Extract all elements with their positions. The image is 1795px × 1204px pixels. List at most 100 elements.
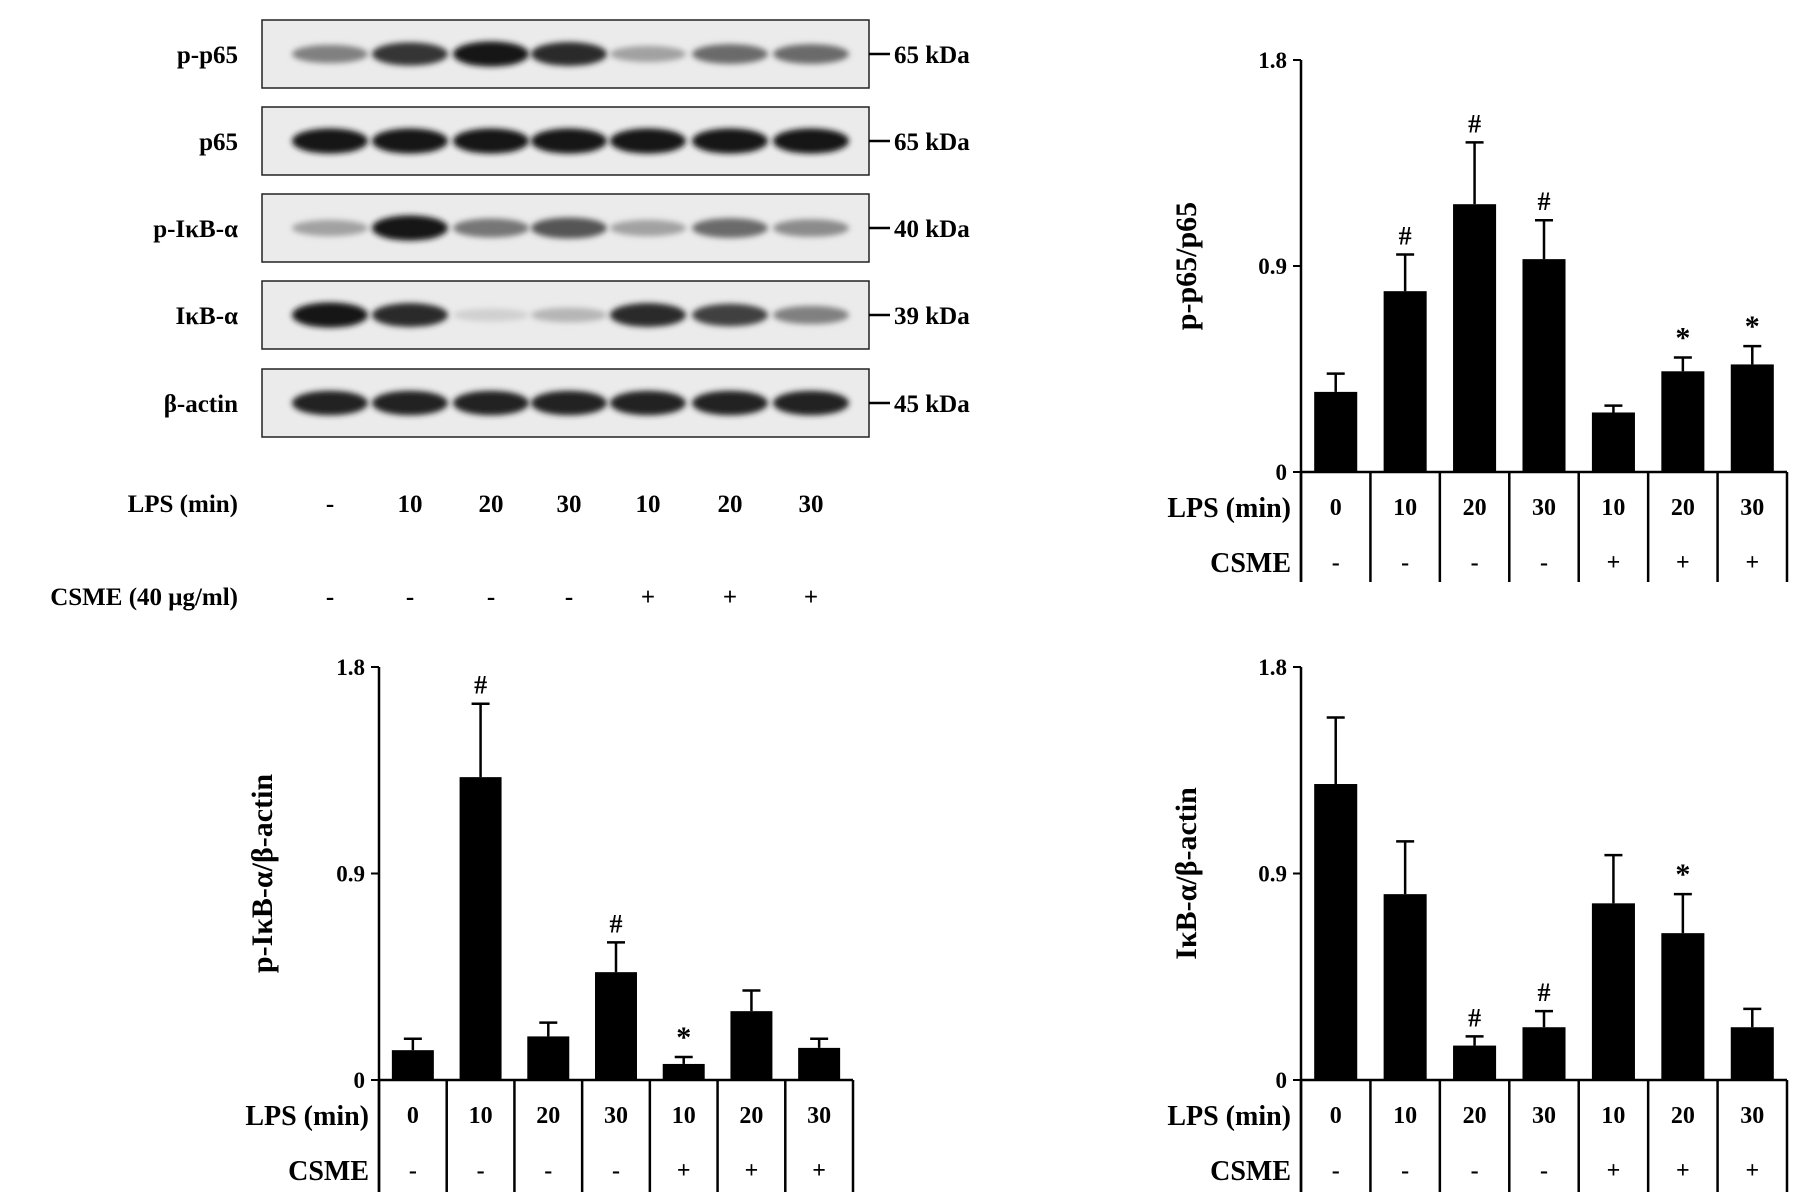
x-tick-label: 10 — [672, 1103, 696, 1129]
blot-row-label: β-actin — [164, 391, 238, 418]
bar — [595, 972, 637, 1080]
blot-band — [292, 219, 368, 237]
blot-band — [292, 302, 368, 328]
csme-sign: + — [1607, 1158, 1621, 1184]
y-tick-label: 0 — [1276, 1068, 1288, 1093]
bar-chart-3: 0 0.9 1.8 IκB-α/β-actin # # * 0 - 10 - 20 - 30 - 10 +20 +… — [1167, 655, 1789, 1192]
bar — [391, 1050, 434, 1080]
bar-charts: 0 0.9 1.8 p-p65/p65 # # # * * 0 - 10 - 20 - 30 - 10 +20 +30… — [245, 48, 1789, 1192]
significance-mark: * — [1675, 322, 1690, 355]
csme-sign: + — [1607, 550, 1621, 576]
blot-band — [531, 128, 607, 154]
lps-value: 10 — [398, 491, 423, 518]
bar — [1591, 412, 1635, 472]
blot-band — [292, 128, 368, 154]
csme-value: - — [406, 584, 414, 611]
blot-band — [692, 128, 768, 154]
bar — [798, 1047, 841, 1080]
bar — [1661, 933, 1705, 1080]
blot-row-label: p65 — [199, 129, 238, 156]
x-tick-label: 20 — [1463, 1103, 1487, 1129]
csme-sign: - — [1540, 1158, 1548, 1184]
csme-sign: + — [677, 1158, 691, 1184]
bar — [527, 1036, 570, 1080]
y-tick-label: 1.8 — [1258, 48, 1287, 73]
significance-mark: * — [1745, 310, 1760, 343]
blot-band — [692, 218, 768, 238]
blot-band — [453, 308, 529, 322]
row-label-lps: LPS (min) — [245, 1101, 369, 1132]
blot-band — [773, 219, 849, 237]
blot-size-label: 65 kDa — [894, 42, 970, 69]
y-tick-label: 1.8 — [1258, 655, 1287, 680]
blot-band — [692, 44, 768, 64]
x-tick-label: 30 — [1532, 495, 1556, 521]
bar — [1314, 784, 1358, 1080]
x-tick-label: 10 — [1393, 495, 1417, 521]
lps-value: - — [326, 491, 334, 518]
y-tick-label: 0 — [1276, 460, 1288, 485]
csme-sign: - — [1332, 1158, 1340, 1184]
csme-sign: - — [1401, 1158, 1409, 1184]
blot-band — [372, 390, 448, 416]
x-tick-label: 10 — [1393, 1103, 1417, 1129]
csme-sign: + — [1676, 550, 1690, 576]
bar — [1522, 1027, 1566, 1080]
bar — [1314, 391, 1358, 472]
bar — [1661, 371, 1705, 472]
csme-value: - — [565, 584, 573, 611]
csme-value: + — [804, 584, 818, 611]
blot-size-label: 65 kDa — [894, 129, 970, 156]
blot-band — [372, 215, 448, 241]
blot-band — [531, 217, 607, 239]
x-tick-label: 0 — [1330, 1103, 1342, 1129]
csme-value: - — [326, 584, 334, 611]
significance-mark: * — [1675, 858, 1690, 891]
csme-sign: - — [477, 1158, 485, 1184]
blot-band — [610, 303, 686, 327]
bar — [1591, 903, 1635, 1080]
y-axis-label: p-p65/p65 — [1170, 202, 1203, 330]
x-tick-label: 20 — [739, 1103, 763, 1129]
blot-size-label: 39 kDa — [894, 303, 970, 330]
csme-sign: + — [745, 1158, 759, 1184]
lps-value: 20 — [718, 491, 743, 518]
x-tick-label: 10 — [469, 1103, 493, 1129]
csme-sign: - — [1471, 1158, 1479, 1184]
x-tick-label: 10 — [1601, 495, 1625, 521]
lps-value: 30 — [557, 491, 582, 518]
csme-sign: - — [1332, 550, 1340, 576]
blot-row-label: p-IκB-α — [153, 216, 238, 243]
significance-mark: # — [1468, 1003, 1481, 1032]
csme-sign: + — [1745, 1158, 1759, 1184]
csme-sign: + — [812, 1158, 826, 1184]
row-label-csme: CSME — [288, 1156, 369, 1187]
blot-band — [610, 45, 686, 63]
blot-band — [453, 41, 529, 67]
blot-band — [453, 390, 529, 416]
blot-band — [453, 128, 529, 154]
bar — [1453, 1045, 1497, 1080]
x-tick-label: 20 — [1671, 1103, 1695, 1129]
lps-value: 30 — [799, 491, 824, 518]
y-tick-label: 0.9 — [1258, 254, 1287, 279]
row-label-lps: LPS (min) — [1167, 493, 1291, 524]
significance-mark: # — [1468, 109, 1481, 138]
csme-value: + — [641, 584, 655, 611]
bar — [1730, 364, 1774, 472]
x-tick-label: 0 — [407, 1103, 419, 1129]
x-tick-label: 30 — [604, 1103, 628, 1129]
x-tick-label: 20 — [1463, 495, 1487, 521]
blot-band — [372, 42, 448, 66]
blot-row-label: p-p65 — [177, 42, 238, 69]
significance-mark: # — [1538, 978, 1551, 1007]
blot-band — [610, 219, 686, 237]
western-blot: p-p65 65 kDa p65 65 kDa p-IκB-α 40 kDa IκB-α 39… — [50, 19, 970, 611]
csme-value: - — [487, 584, 495, 611]
row-label-csme: CSME — [1210, 548, 1291, 579]
blot-band — [773, 44, 849, 64]
significance-mark: # — [474, 671, 487, 700]
blot-band — [372, 303, 448, 327]
x-tick-label: 30 — [1532, 1103, 1556, 1129]
